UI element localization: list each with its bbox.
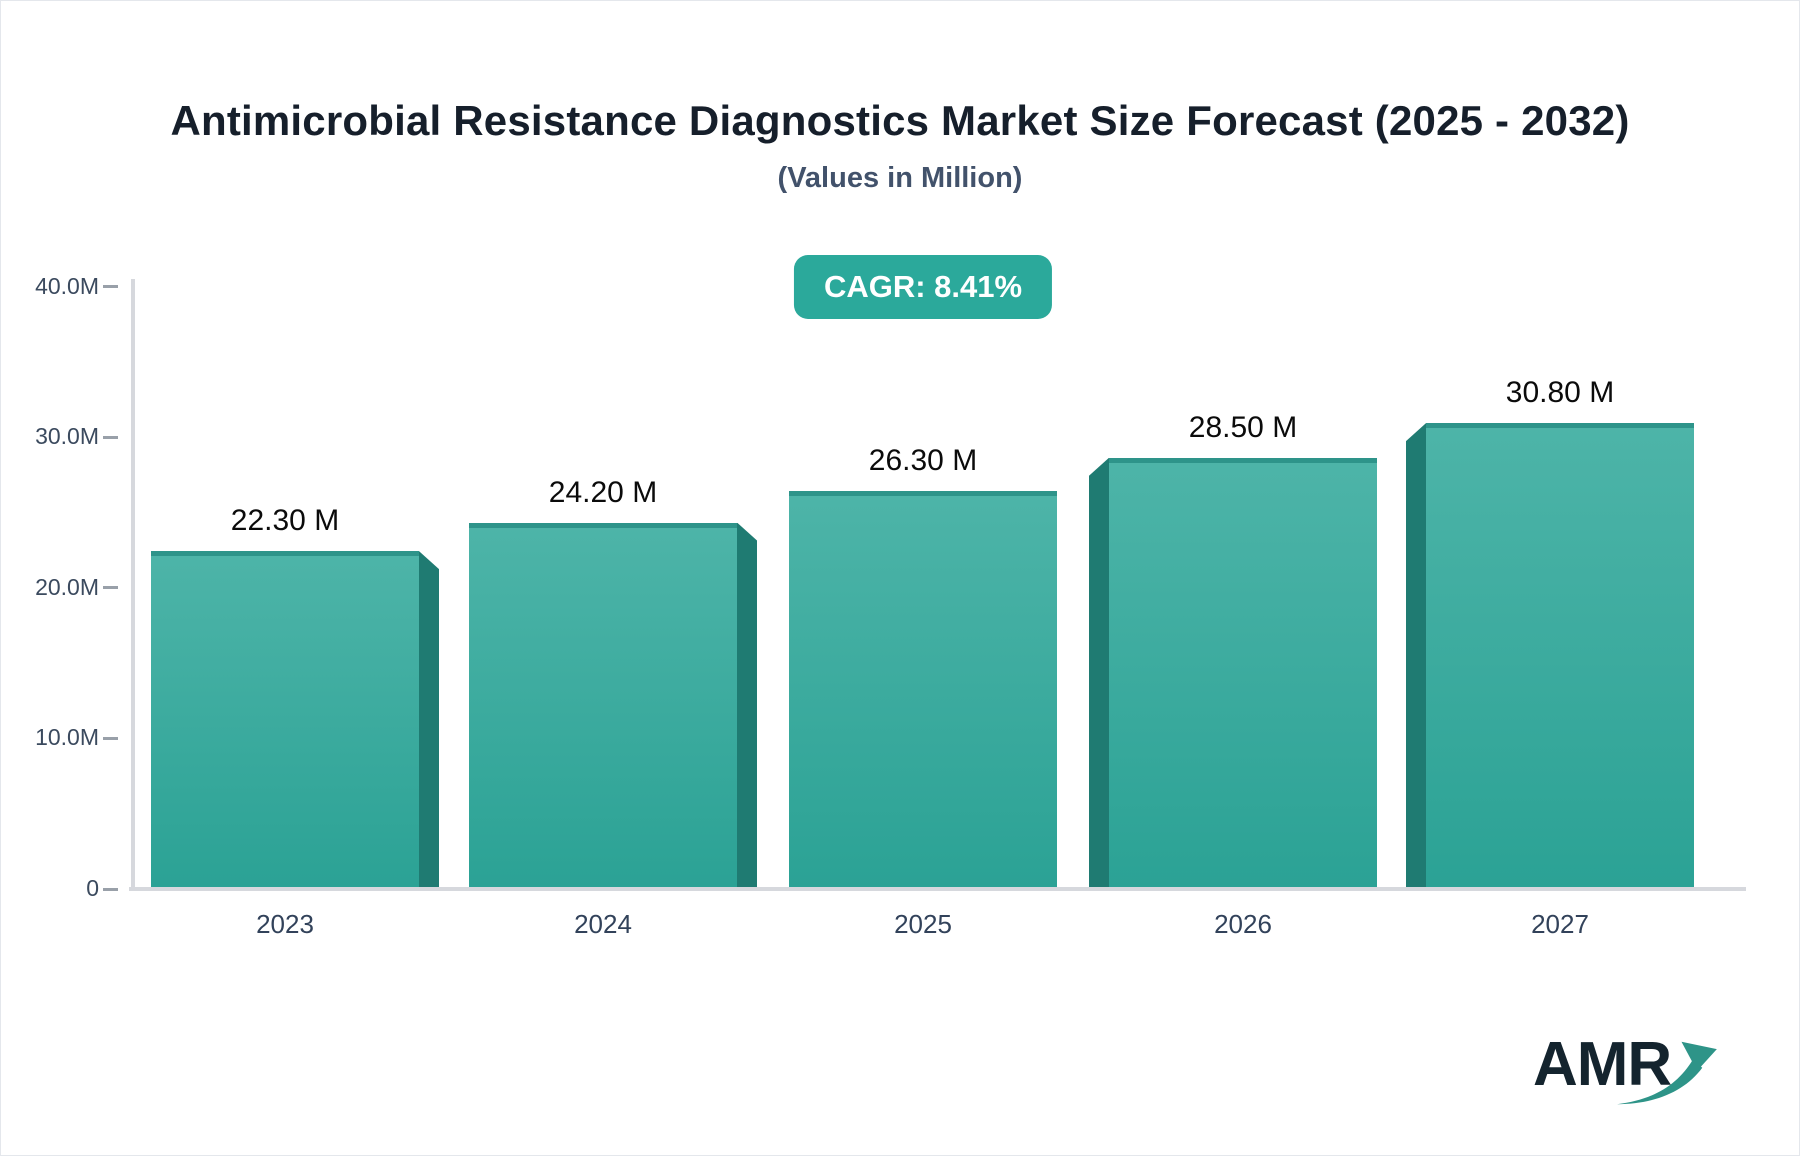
y-tick-dash: [103, 435, 118, 439]
brand-logo: AMR: [1533, 1029, 1733, 1121]
y-tick-dash: [103, 736, 118, 740]
y-tick-label: 40.0M: [35, 272, 99, 299]
y-tick-label: 10.0M: [35, 724, 99, 751]
bar: [151, 551, 419, 887]
bar-3d-side: [737, 522, 757, 887]
cagr-badge: CAGR: 8.41%: [793, 255, 1053, 319]
x-tick-label: 2024: [574, 909, 632, 939]
y-tick-dash: [103, 285, 118, 289]
growth-arrow-icon: [1617, 1041, 1717, 1105]
y-tick-dash: [103, 586, 118, 590]
bar: [1426, 423, 1694, 887]
x-axis-line: [129, 887, 1746, 891]
bar: [469, 522, 737, 887]
x-tick-label: 2026: [1214, 909, 1272, 939]
bar-value-label: 26.30 M: [868, 443, 978, 477]
chart-title: Antimicrobial Resistance Diagnostics Mar…: [170, 97, 1630, 144]
chart-subtitle: (Values in Million): [777, 162, 1023, 194]
x-tick-label: 2025: [894, 909, 952, 939]
y-tick-dash: [103, 887, 118, 891]
bar-3d-side: [419, 551, 439, 887]
x-tick-label: 2023: [256, 909, 314, 939]
y-tick-label: 30.0M: [35, 423, 99, 450]
bar-value-label: 30.80 M: [1505, 376, 1615, 410]
bar-value-label: 24.20 M: [548, 475, 658, 509]
y-tick-label: 20.0M: [35, 573, 99, 600]
logo-text: AMR: [1533, 1030, 1672, 1099]
bar-value-label: 22.30 M: [230, 504, 340, 538]
bar-3d-side: [1406, 423, 1426, 887]
bar: [1109, 457, 1377, 887]
bar: [789, 490, 1057, 887]
y-axis-line: [131, 279, 135, 891]
x-tick-label: 2027: [1531, 909, 1589, 939]
bar-value-label: 28.50 M: [1188, 410, 1298, 444]
bar-3d-side: [1089, 457, 1109, 887]
y-tick-label: 0: [86, 875, 99, 901]
